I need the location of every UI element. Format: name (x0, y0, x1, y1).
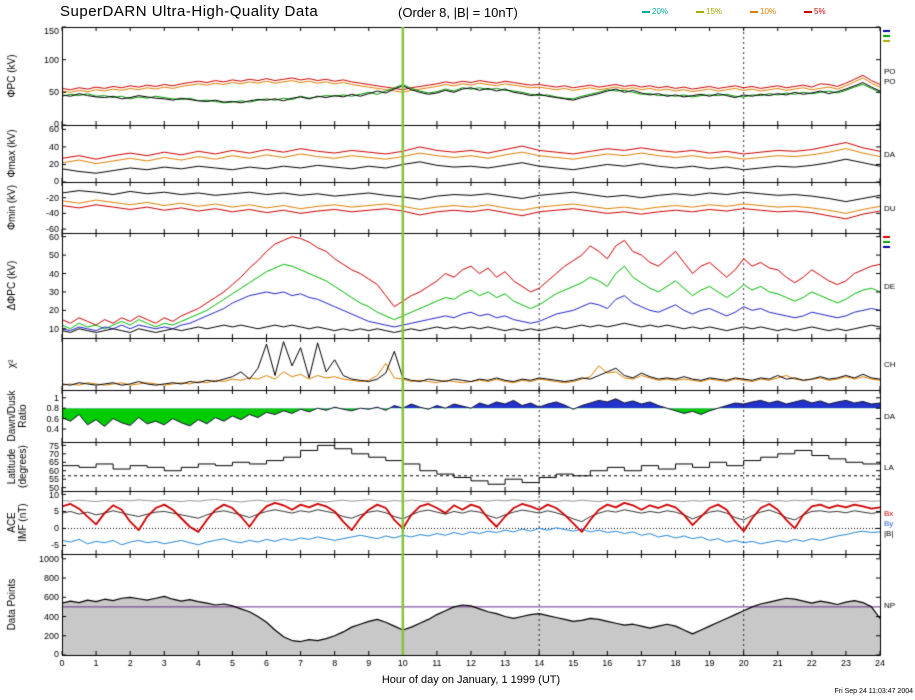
legend-item: 15% (696, 7, 722, 16)
legend-label: 10% (760, 7, 777, 16)
legend-item: 10% (750, 7, 776, 16)
legend-item: 5% (804, 7, 826, 16)
timestamp: Fri Sep 24 11:03:47 2004 (834, 688, 913, 695)
x-axis-label: Hour of day on January, 1 1999 (UT) (381, 674, 561, 686)
legend-label: 20% (652, 7, 669, 16)
legend-swatch-icon (804, 10, 813, 13)
legend-swatch-icon (750, 10, 759, 13)
legend-swatch-icon (696, 10, 705, 13)
legend-label: 5% (814, 7, 826, 16)
legend-label: 15% (706, 7, 723, 16)
header-subtitle: (Order 8, |B| = 10nT) (398, 5, 518, 20)
legend-item: 20% (642, 7, 668, 16)
legend: 20% 15% 10% 5% (642, 7, 826, 16)
legend-swatch-icon (642, 10, 650, 13)
page-title: SuperDARN Ultra-High-Quality Data (60, 3, 319, 20)
